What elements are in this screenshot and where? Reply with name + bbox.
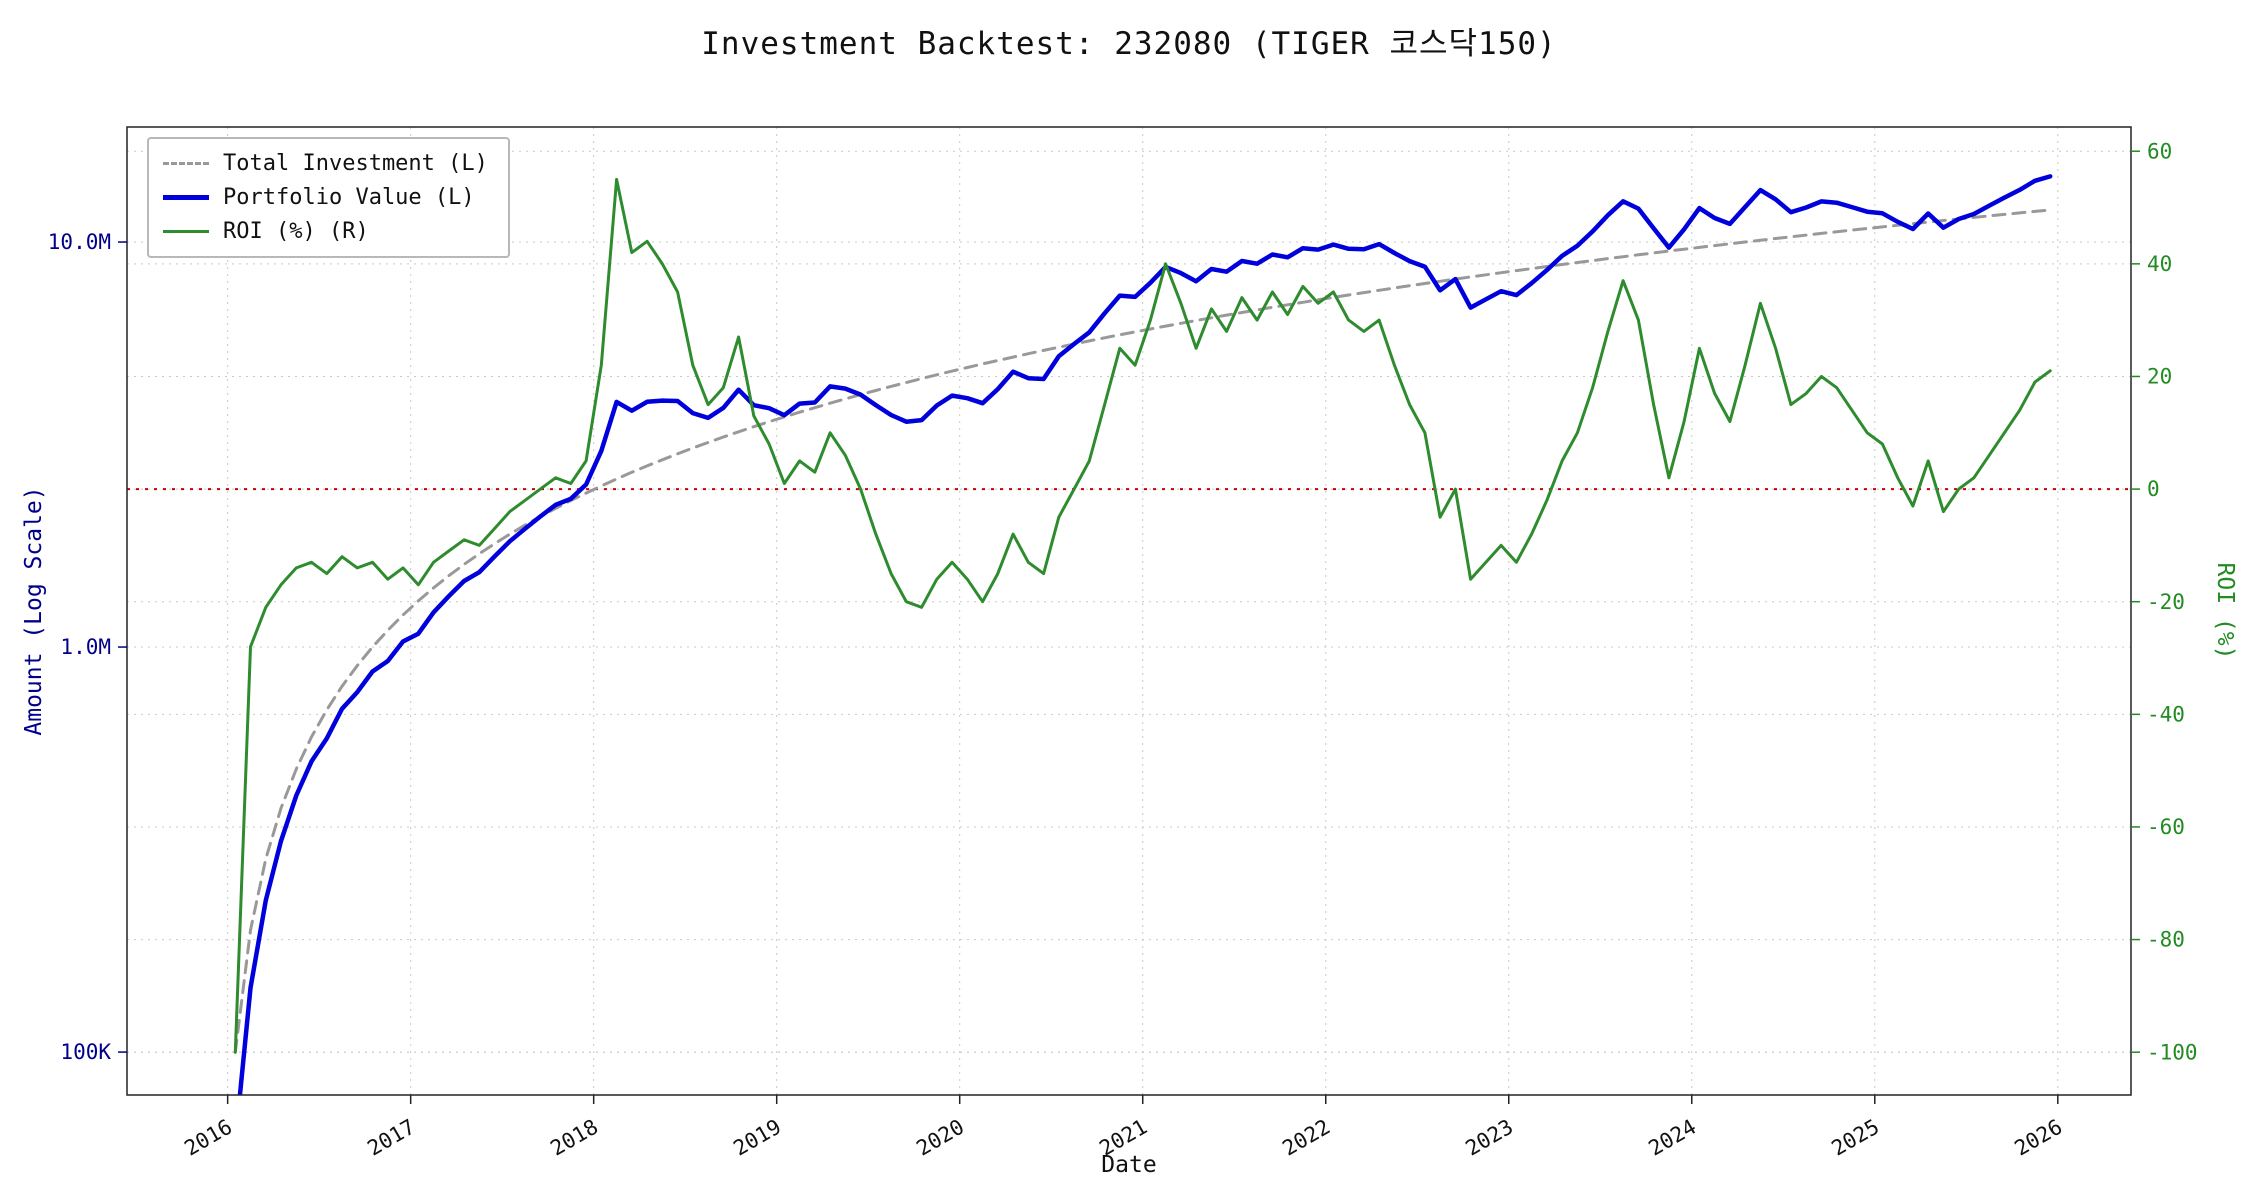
x-axis-label: Date: [1101, 1152, 1157, 1178]
chart-title: Investment Backtest: 232080 (TIGER 코스닥15…: [701, 26, 1557, 62]
legend-label-roi: ROI (%) (R): [223, 219, 369, 244]
svg-text:1.0M: 1.0M: [60, 635, 111, 659]
svg-text:10.0M: 10.0M: [48, 230, 111, 254]
svg-text:-100: -100: [2147, 1040, 2198, 1064]
svg-text:-40: -40: [2147, 702, 2185, 726]
right-axis-label: ROI (%): [2212, 562, 2238, 660]
legend-item-total-investment: Total Investment (L): [163, 151, 488, 176]
dashed-line-swatch: [163, 162, 209, 165]
svg-text:-60: -60: [2147, 815, 2185, 839]
legend-item-roi: ROI (%) (R): [163, 219, 488, 244]
svg-text:40: 40: [2147, 252, 2172, 276]
svg-text:100K: 100K: [60, 1040, 111, 1064]
legend: Total Investment (L) Portfolio Value (L)…: [147, 137, 510, 258]
solid-green-line-swatch: [163, 230, 209, 233]
svg-text:60: 60: [2147, 139, 2172, 163]
svg-text:-80: -80: [2147, 928, 2185, 952]
svg-text:0: 0: [2147, 477, 2160, 501]
legend-label-total-investment: Total Investment (L): [223, 151, 488, 176]
solid-blue-line-swatch: [163, 195, 209, 200]
svg-text:20: 20: [2147, 365, 2172, 389]
svg-text:-20: -20: [2147, 590, 2185, 614]
legend-item-portfolio-value: Portfolio Value (L): [163, 185, 488, 210]
left-axis-label: Amount (Log Scale): [21, 486, 47, 736]
legend-label-portfolio-value: Portfolio Value (L): [223, 185, 475, 210]
